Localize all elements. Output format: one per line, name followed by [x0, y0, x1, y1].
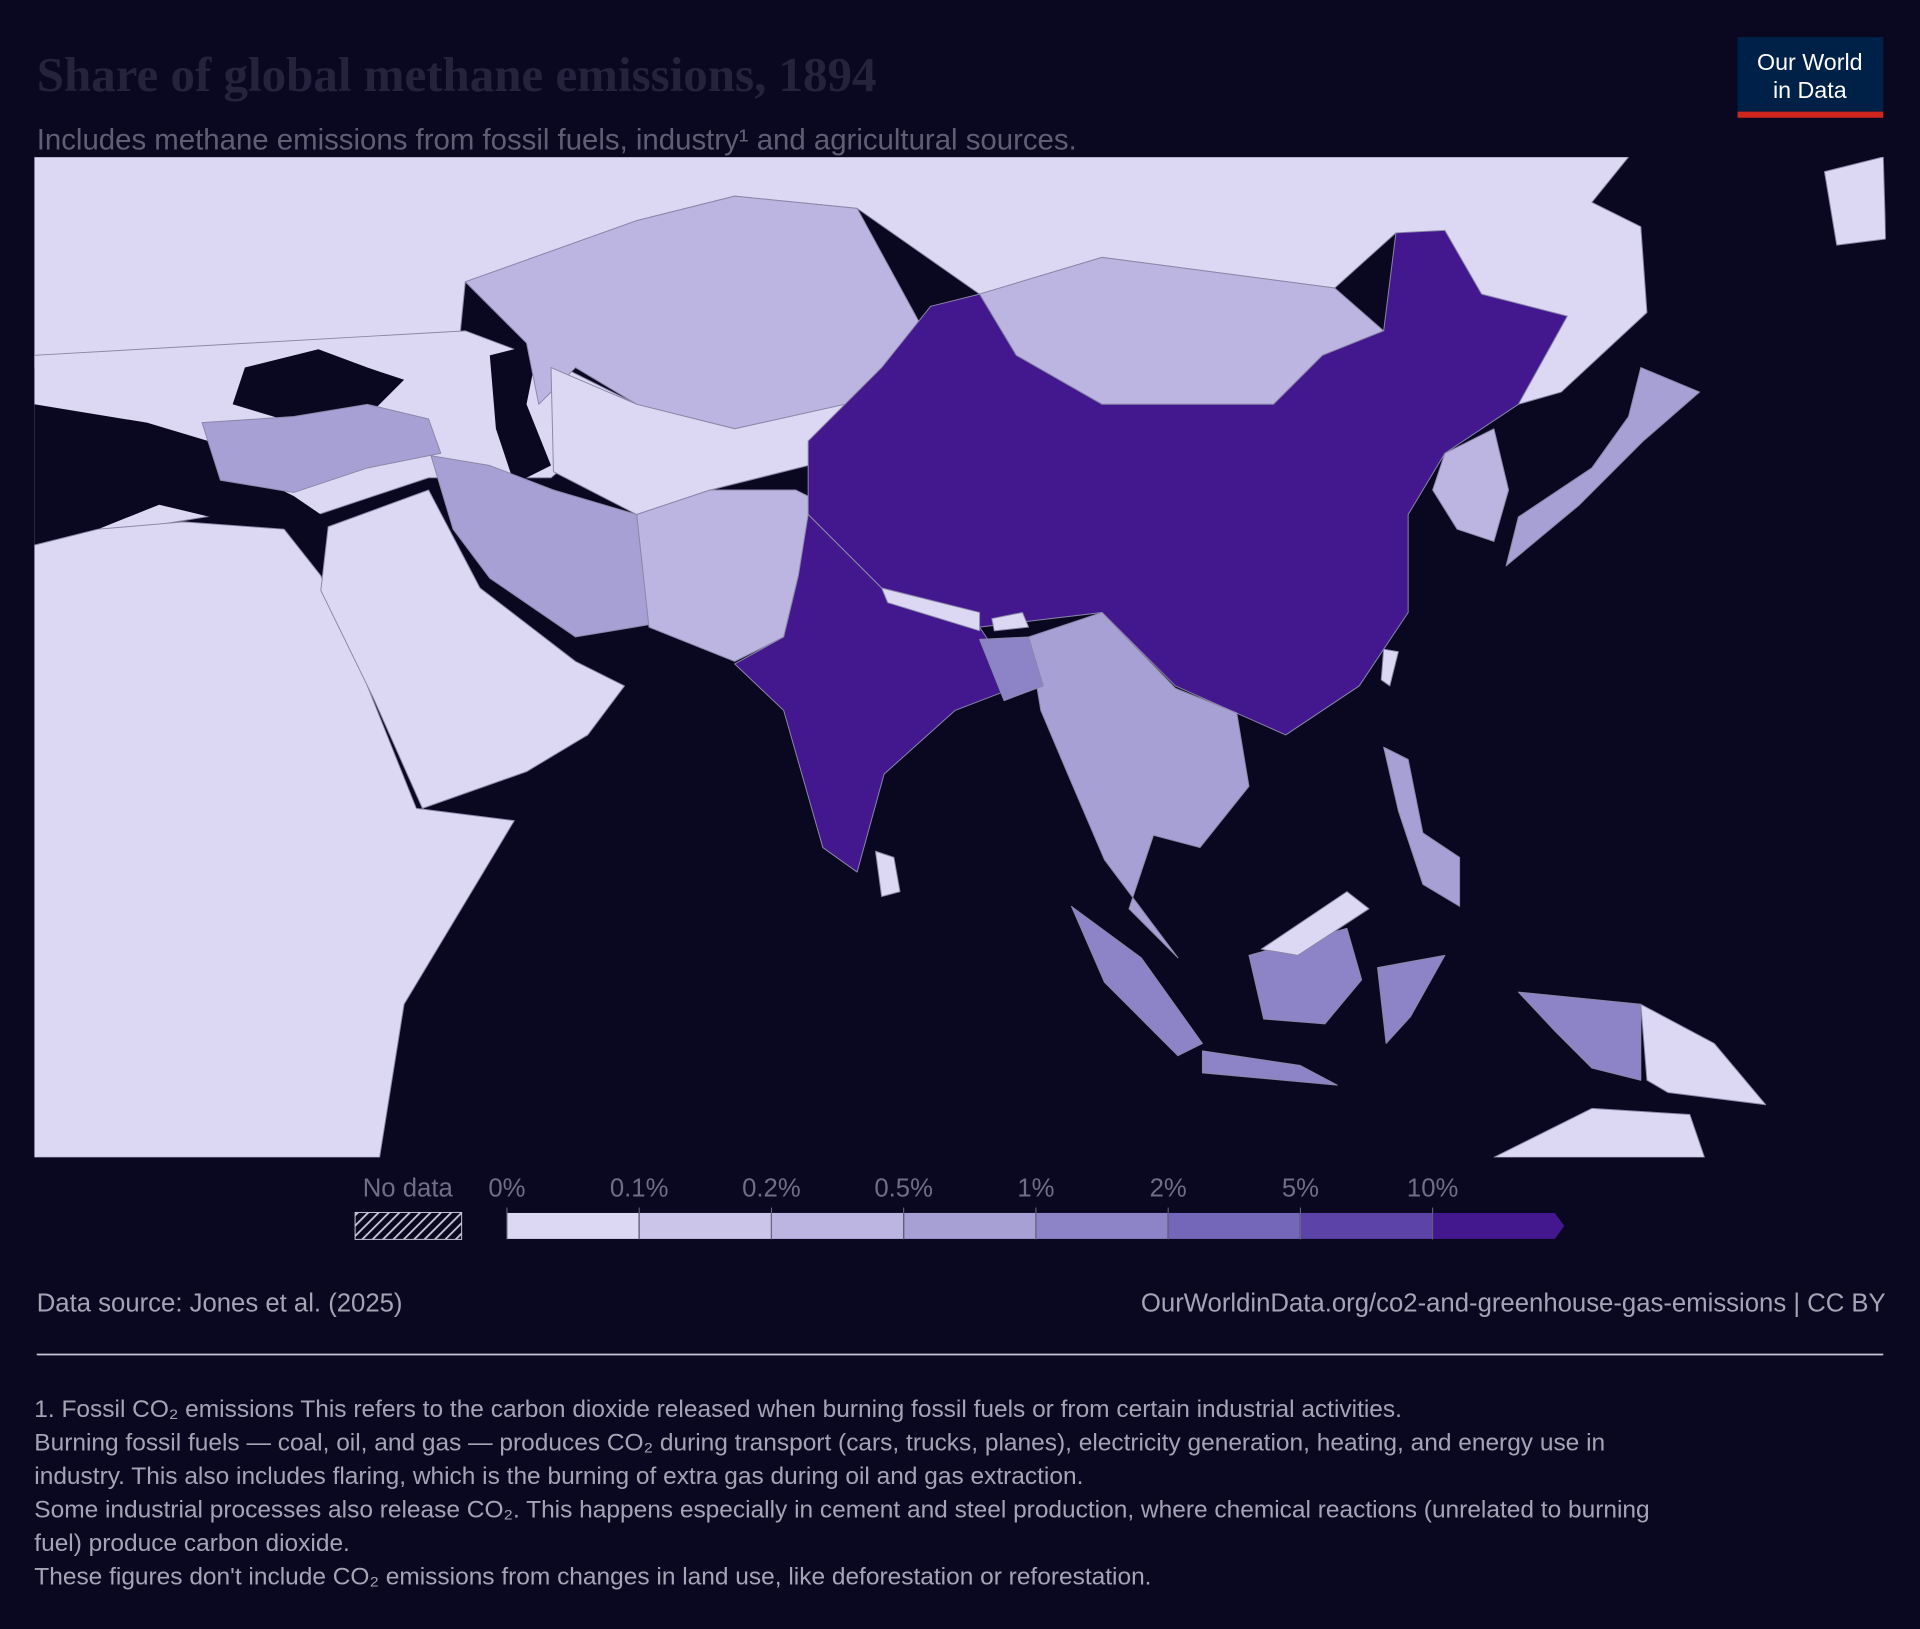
country: [991, 611, 1030, 632]
note-line: fuel) produce carbon dioxide.: [34, 1530, 350, 1557]
legend-no-data-label: No data: [363, 1175, 454, 1203]
country: [1517, 991, 1642, 1081]
legend-tick-label: 0%: [488, 1175, 525, 1203]
legend-tick-label: 0.1%: [610, 1175, 669, 1203]
country: [881, 587, 981, 632]
legend-bin: [1035, 1211, 1169, 1240]
legend-tick-label: 5%: [1282, 1175, 1319, 1203]
subtitle: Includes methane emissions from fossil f…: [37, 124, 1077, 157]
logo-text: in Data: [1773, 77, 1847, 103]
title: Share of global methane emissions, 1894: [37, 47, 877, 102]
legend-bin: [638, 1211, 772, 1240]
water: [232, 349, 405, 423]
country: [1380, 648, 1399, 687]
logo-text: Our World: [1757, 49, 1863, 75]
legend-bin: [770, 1211, 905, 1240]
note-line: Burning fossil fuels — coal, oil, and ga…: [34, 1430, 1605, 1457]
country: [1028, 611, 1250, 959]
legend: No data 0% 0.1% 0.2% 0.5% 1% 2% 5% 10%: [354, 1175, 1566, 1240]
legend-tick-label: 1%: [1017, 1175, 1054, 1203]
logo-box: [1737, 36, 1884, 112]
legend-no-data-swatch: [354, 1211, 463, 1240]
logo[interactable]: Our World in Data: [1737, 36, 1884, 118]
legend-bin: [1299, 1211, 1434, 1240]
legend-bin: [506, 1211, 640, 1240]
notes: 1. Fossil CO₂ emissions This refers to t…: [34, 1396, 1649, 1591]
country: [875, 850, 901, 898]
country: [320, 489, 625, 809]
country: [1640, 1003, 1767, 1106]
country: [34, 521, 515, 1158]
legend-tick-label: 0.5%: [874, 1175, 933, 1203]
water: [34, 404, 321, 546]
country: [1201, 1050, 1338, 1086]
country: [1432, 428, 1510, 542]
note-line: industry. This also includes flaring, wh…: [34, 1463, 1083, 1490]
legend-tick-label: 2%: [1150, 1175, 1187, 1203]
country: [1493, 1107, 1705, 1158]
country: [1505, 367, 1701, 567]
note-line: Some industrial processes also release C…: [34, 1497, 1649, 1524]
country: [1824, 156, 1886, 246]
country: [979, 636, 1044, 702]
country: [1377, 954, 1446, 1044]
country: [1383, 746, 1461, 907]
logo-underline: [1737, 111, 1884, 118]
note-line: These figures don't include CO₂ emission…: [34, 1564, 1151, 1591]
country: [201, 403, 442, 493]
data-source: Data source: Jones et al. (2025): [37, 1290, 403, 1318]
water: [489, 343, 552, 484]
country: [1070, 905, 1203, 1057]
map: [34, 156, 1886, 1158]
legend-bin: [1432, 1211, 1566, 1240]
note-line: 1. Fossil CO₂ emissions This refers to t…: [34, 1396, 1402, 1423]
legend-tick-label: 10%: [1407, 1175, 1458, 1203]
country: [1260, 891, 1370, 956]
legend-bin: [903, 1211, 1037, 1240]
legend-bin: [1167, 1211, 1301, 1240]
source-url[interactable]: OurWorldinData.org/co2-and-greenhouse-ga…: [1141, 1290, 1886, 1318]
legend-tick-label: 0.2%: [742, 1175, 801, 1203]
